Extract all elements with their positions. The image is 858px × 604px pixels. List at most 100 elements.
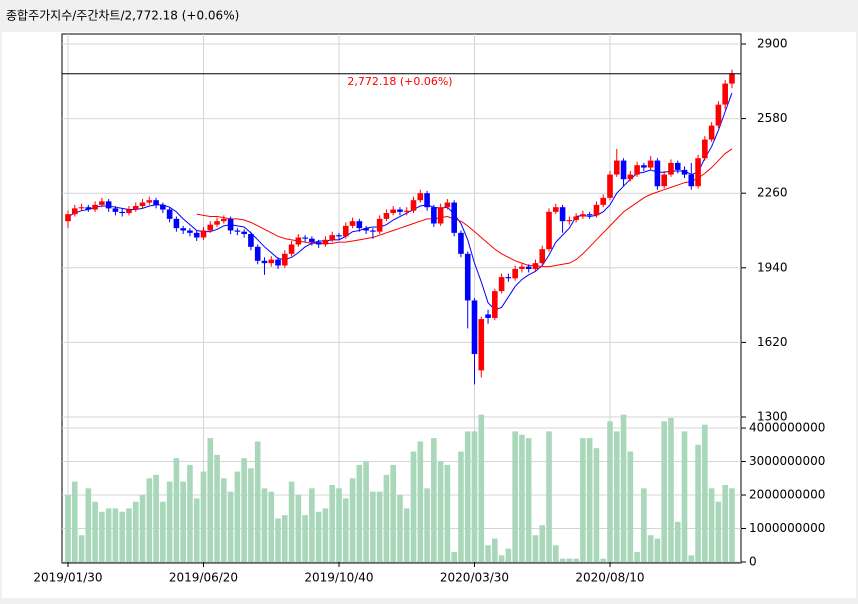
volume-bar <box>661 421 667 562</box>
volume-bar <box>688 555 695 562</box>
volume-bar <box>525 438 532 562</box>
volume-bar <box>288 481 295 562</box>
volume-bar <box>708 488 715 562</box>
volume-bar <box>607 421 613 562</box>
volume-bar <box>417 441 424 562</box>
candle-body <box>85 207 92 210</box>
candle-body <box>593 204 600 216</box>
candle-body <box>146 200 153 203</box>
y-tick-label: 2900 <box>757 37 788 51</box>
volume-bar <box>613 431 620 562</box>
volume-bar <box>173 458 180 562</box>
volume-tick-label: 4000000000 <box>749 421 825 435</box>
x-tick-label: 2019/01/30 <box>33 571 102 585</box>
volume-bar <box>566 558 573 562</box>
volume-bar <box>553 545 559 562</box>
candle-body <box>417 193 424 201</box>
candle-body <box>376 218 383 232</box>
volume-bar <box>600 558 607 562</box>
candle-body <box>295 237 302 245</box>
volume-bar <box>512 431 518 562</box>
y-tick-label: 1940 <box>757 260 788 274</box>
candle-body <box>553 207 559 212</box>
candle-body <box>309 238 315 243</box>
volume-bar <box>668 418 674 562</box>
candle-body <box>105 201 112 209</box>
volume-bar <box>214 454 220 562</box>
candle-body <box>349 221 356 226</box>
volume-bar <box>160 501 166 562</box>
volume-bar <box>241 458 247 562</box>
candle-body <box>342 225 349 237</box>
candle-body <box>641 165 647 168</box>
volume-bar <box>132 501 139 562</box>
y-tick-label: 2260 <box>757 186 788 200</box>
volume-tick-label: 1000000000 <box>749 521 825 535</box>
volume-bar <box>302 515 308 562</box>
candle-body <box>437 207 444 224</box>
volume-bar <box>227 491 234 562</box>
candle-body <box>471 300 478 355</box>
candle-body <box>119 211 125 214</box>
volume-bar <box>71 481 78 562</box>
volume-bar <box>315 511 322 562</box>
candle-body <box>431 207 437 224</box>
candle-body <box>708 125 715 140</box>
candle-body <box>302 237 308 239</box>
candle-body <box>363 228 369 231</box>
volume-bar <box>546 431 552 562</box>
volume-bar <box>620 414 627 562</box>
candle-body <box>566 220 573 222</box>
candle-body <box>99 201 105 205</box>
candle-body <box>193 232 200 238</box>
volume-bar <box>85 488 92 562</box>
volume-bar <box>397 495 403 562</box>
x-tick-label: 2020/03/30 <box>440 571 509 585</box>
candle-body <box>410 200 417 211</box>
volume-bar <box>641 488 647 562</box>
candle-body <box>261 260 268 264</box>
volume-bar <box>383 474 390 562</box>
candle-body <box>668 162 674 175</box>
candle-body <box>288 244 295 254</box>
candle-body <box>241 231 247 234</box>
volume-bar <box>356 464 363 562</box>
candle-body <box>586 214 593 216</box>
volume-bar <box>126 508 132 562</box>
volume-bar <box>715 501 722 562</box>
candle-body <box>173 218 180 229</box>
candle-body <box>275 259 281 266</box>
volume-bar <box>336 488 342 562</box>
volume-bar <box>424 488 430 562</box>
volume-bar <box>390 464 396 562</box>
volume-bar <box>254 441 261 562</box>
volume-bar <box>492 538 498 562</box>
candle-body <box>478 319 485 371</box>
candle-body <box>207 224 214 231</box>
volume-bar <box>471 431 478 562</box>
volume-bar <box>200 471 207 562</box>
candle-body <box>688 174 695 187</box>
candle-body <box>180 228 186 231</box>
candle-body <box>322 239 329 245</box>
candle-body <box>390 209 396 214</box>
candle-body <box>153 200 159 205</box>
candle-body <box>65 214 71 222</box>
volume-bar <box>139 495 146 562</box>
candle-body <box>403 210 410 212</box>
y-tick-label: 1620 <box>757 335 788 349</box>
candle-body <box>397 209 403 212</box>
volume-bar <box>674 521 681 562</box>
candle-body <box>559 207 566 222</box>
volume-bar <box>444 464 451 562</box>
volume-bar <box>695 444 701 562</box>
x-tick-label: 2019/06/20 <box>169 571 238 585</box>
candle-body <box>254 246 261 261</box>
candle-body <box>722 83 728 105</box>
volume-bar <box>349 478 356 562</box>
volume-bar <box>146 478 153 562</box>
candle-body <box>620 160 627 180</box>
candle-body <box>370 230 376 232</box>
volume-bar <box>234 471 241 562</box>
